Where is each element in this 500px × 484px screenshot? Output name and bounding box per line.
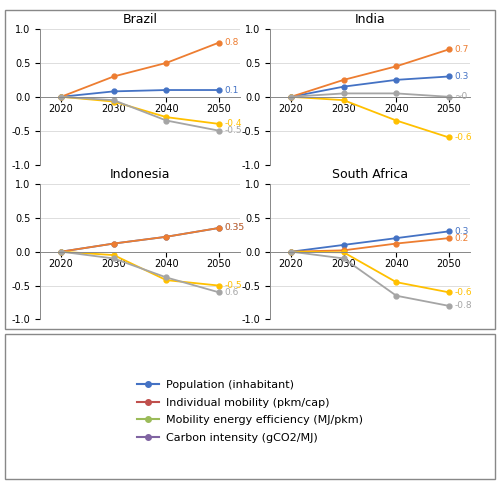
Text: 0.1: 0.1 <box>224 86 238 94</box>
Text: 0.7: 0.7 <box>454 45 468 54</box>
Text: 0.8: 0.8 <box>224 38 238 47</box>
Text: 0.3: 0.3 <box>454 72 468 81</box>
Text: -0.4: -0.4 <box>224 120 242 128</box>
Text: 0.35: 0.35 <box>224 224 244 232</box>
Title: India: India <box>354 14 386 27</box>
Text: 0.2: 0.2 <box>454 234 468 242</box>
Text: 0.35: 0.35 <box>224 224 244 232</box>
Text: ~0: ~0 <box>454 92 468 101</box>
Title: Indonesia: Indonesia <box>110 168 170 182</box>
Text: 0.6: 0.6 <box>224 288 238 297</box>
Text: 0.3: 0.3 <box>454 227 468 236</box>
Title: South Africa: South Africa <box>332 168 408 182</box>
Text: -0.6: -0.6 <box>454 133 472 142</box>
Legend: Population (inhabitant), Individual mobility (pkm/cap), Mobility energy efficien: Population (inhabitant), Individual mobi… <box>132 375 368 448</box>
Text: -0.5: -0.5 <box>224 281 242 290</box>
Text: -0.8: -0.8 <box>454 302 472 310</box>
Text: -0.6: -0.6 <box>454 288 472 297</box>
Title: Brazil: Brazil <box>122 14 158 27</box>
Text: -0.5: -0.5 <box>224 126 242 135</box>
